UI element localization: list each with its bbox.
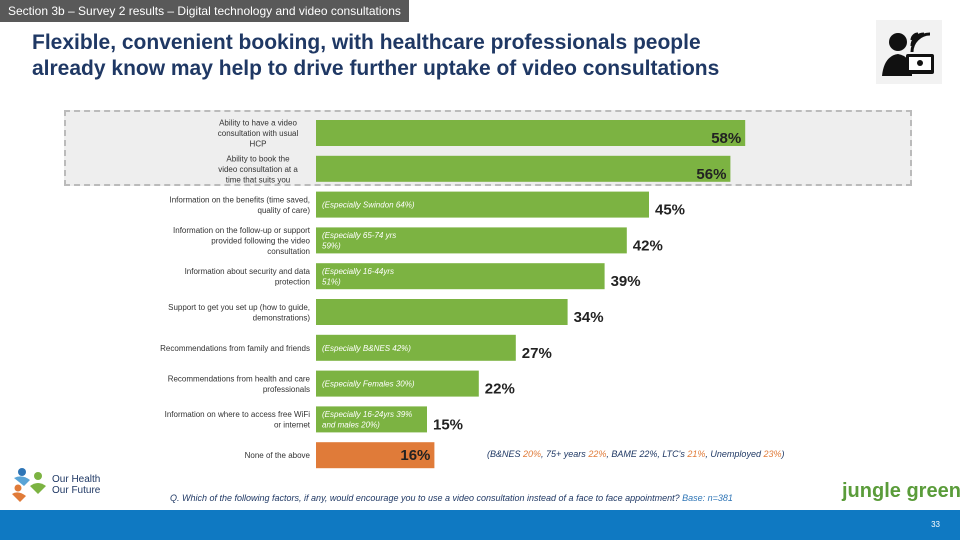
category-label-1: Ability to have a video consultation with… [218,119,299,149]
category-label-3: Information on the benefits (time saved,… [169,195,310,215]
bar-note-3: (Especially Swindon 64%) [322,201,415,210]
value-label-1: 58% [711,130,741,147]
category-label-10: None of the above [245,451,311,460]
bar-8 [316,370,479,397]
category-label-7: Recommendations from family and friends [160,344,310,353]
bar-2 [316,155,731,182]
bar-note-9: (Especially 16-24yrs 39% and males 20%) [322,410,412,430]
bar-10 [316,442,435,469]
category-label-5: Information about security and data prote… [185,267,311,287]
category-label-6: Support to get you set up (how to guide,… [168,303,310,323]
footer-bar [0,510,960,540]
none-above-note: (B&NES 20%, 75+ years 22%, BAME 22%, LTC… [487,449,785,459]
bar-note-5: (Especially 16-44yrs 51%) [322,267,394,287]
bar-3 [316,191,649,218]
factors-bar-chart: Ability to have a video consultation with… [160,119,746,469]
our-health-our-future-logo [12,468,46,502]
category-label-8: Recommendations from health and care prof… [168,374,311,394]
bar-note-7: (Especially B&NES 42%) [322,344,411,353]
category-label-4: Information on the follow-up or support p… [173,226,311,256]
bar-7 [316,334,516,361]
value-label-2: 56% [696,166,726,183]
category-label-2: Ability to book the video consultation at… [218,154,298,184]
bar-9 [316,406,427,433]
bar-4 [316,227,627,254]
value-label-8: 22% [485,381,515,398]
bar-1 [316,120,746,146]
value-label-9: 15% [433,416,463,433]
bar-6 [316,299,568,325]
value-label-7: 27% [522,345,552,362]
our-health-our-future-text: Our Health Our Future [52,474,101,496]
page-title-line-2: already know may help to drive further u… [32,57,720,80]
bar-5 [316,263,605,290]
section-tab: Section 3b – Survey 2 results – Digital … [0,0,409,22]
value-label-5: 39% [611,273,641,290]
page-number: 33 [931,520,940,529]
jungle-green-logo: jungle green [842,480,960,502]
survey-question: Q. Which of the following factors, if an… [170,493,733,503]
bar-note-8: (Especially Females 30%) [322,380,415,389]
page-title: Flexible, convenient booking, with healt… [32,30,852,82]
page-title-line-1: Flexible, convenient booking, with healt… [32,31,701,54]
value-label-4: 42% [633,237,663,254]
category-label-9: Information on where to access free WiFi… [165,410,311,430]
bar-note-4: (Especially 65-74 yrs 59%) [322,231,396,251]
value-label-6: 34% [574,309,604,326]
value-label-10: 16% [400,447,430,464]
value-label-3: 45% [655,202,685,219]
video-call-person-icon [876,20,942,84]
